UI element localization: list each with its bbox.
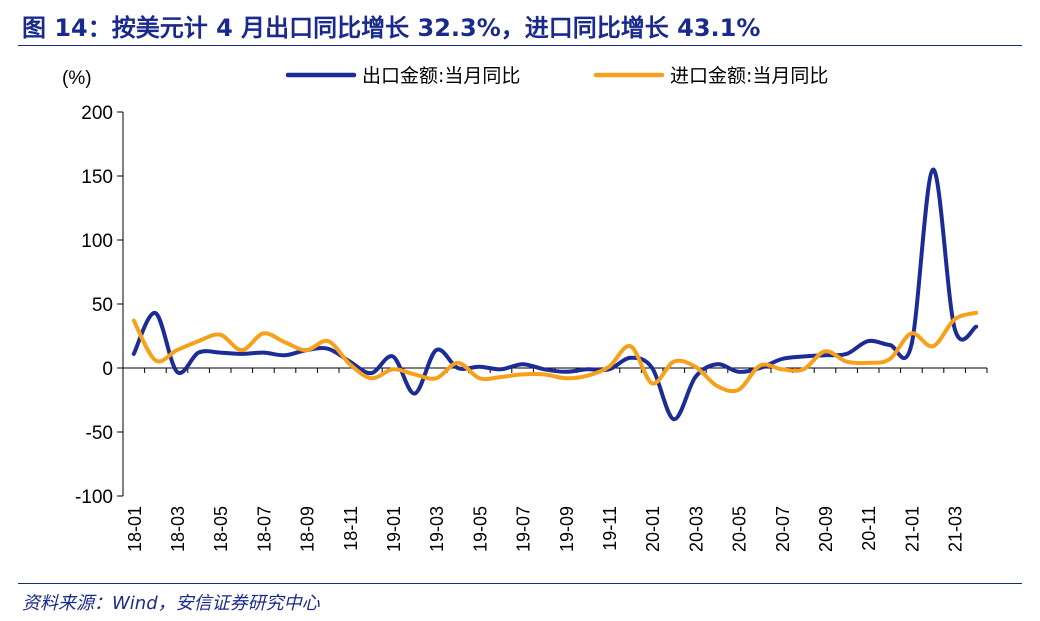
axes [122,112,987,496]
x-tick-label: 19-11 [600,506,620,551]
x-ticks: 18-01 18-03 18-05 18-07 18-09 18-11 19-01 19-03… [122,368,988,552]
x-tick-label: 18-09 [298,506,318,552]
x-tick-label: 20-05 [730,506,750,552]
source-note: 资料来源：Wind，安信证券研究中心 [22,593,320,614]
x-tick-label: 20-07 [773,506,793,552]
y-tick-label: 200 [81,103,113,124]
y-tick-label: -100 [75,487,113,508]
chart-title: 图 14：按美元计 4 月出口同比增长 32.3%，进口同比增长 43.1% [22,14,761,42]
y-tick-label: 0 [102,359,113,380]
y-tick-label: 50 [92,295,113,316]
x-tick-label: 19-05 [470,506,490,552]
x-tick-label: 18-05 [211,506,231,552]
import-series-line [131,310,979,394]
legend: 出口金额:当月同比 进口金额:当月同比 [285,65,828,87]
y-tick-label: -50 [86,423,113,444]
top-rule [18,45,1022,46]
x-tick-label: 20-09 [816,506,836,552]
x-tick-label: 21-03 [946,506,966,552]
y-tick-label: 150 [81,167,113,188]
x-tick-label: 18-07 [254,506,274,552]
legend-label-import: 进口金额:当月同比 [670,65,828,87]
y-axis-unit: (%) [62,68,92,89]
x-tick-label: 19-01 [384,506,404,552]
x-tick-label: 19-03 [427,506,447,552]
x-tick-label: 20-01 [643,506,663,552]
y-tick-label: 100 [81,231,113,252]
x-tick-label: 18-11 [341,506,361,551]
x-tick-label: 18-01 [125,506,145,552]
export-series-line [131,167,979,422]
x-tick-label: 20-03 [686,506,706,552]
x-tick-label: 19-07 [514,506,534,552]
series-lines [131,167,979,422]
x-tick-label: 18-03 [168,506,188,552]
bottom-rule [18,583,1022,584]
x-tick-label: 19-09 [557,506,577,552]
x-tick-label: 20-11 [859,506,879,551]
x-tick-label: 21-01 [902,506,922,552]
legend-label-export: 出口金额:当月同比 [362,65,520,87]
y-ticks: 200 150 100 50 0 -50 -100 [75,103,123,508]
